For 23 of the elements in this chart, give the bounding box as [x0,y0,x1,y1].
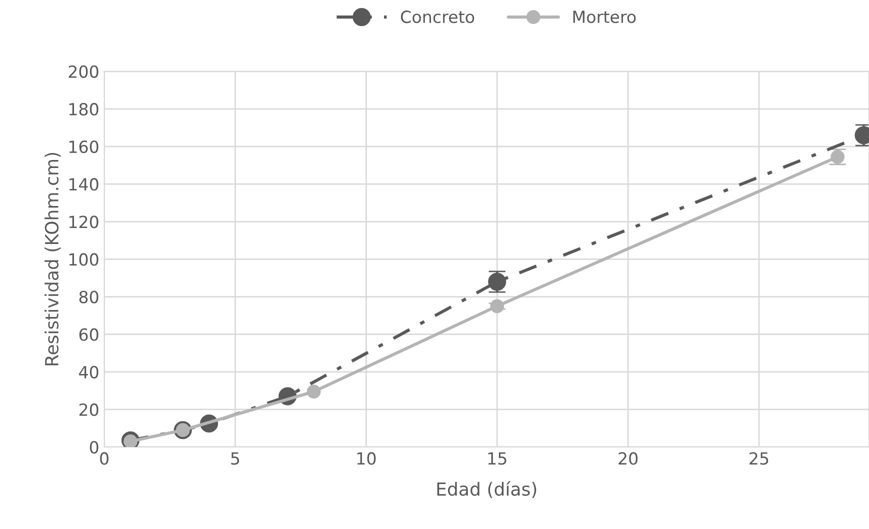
y-tick-label: 60 [79,328,98,341]
y-tick-label: 20 [79,403,98,416]
x-tick-label: 10 [357,452,376,465]
y-tick-label: 160 [69,140,98,154]
y-axis-title: Resistividad (KOhm.cm) [44,152,61,366]
y-tick-label: 120 [69,216,98,228]
x-tick-label: 5 [231,452,240,465]
y-tick-label: 180 [69,102,98,116]
legend-label: Mortero [573,10,636,24]
y-tick-label: 80 [79,290,98,304]
x-tick-label: 20 [618,452,638,465]
y-tick-label: 40 [79,366,98,378]
legend-label: Concreto [400,10,474,24]
y-tick-label: 200 [68,65,98,78]
x-axis-title: Edad (días) [437,481,536,498]
y-tick-label: 100 [69,253,98,266]
y-tick-label: 0 [90,440,98,454]
x-tick-label: 25 [750,452,768,465]
point [306,384,321,399]
x-tick-label: 0 [100,452,108,465]
x-tick-label: 15 [488,452,506,465]
y-tick-label: 140 [69,178,98,191]
point [490,299,504,314]
